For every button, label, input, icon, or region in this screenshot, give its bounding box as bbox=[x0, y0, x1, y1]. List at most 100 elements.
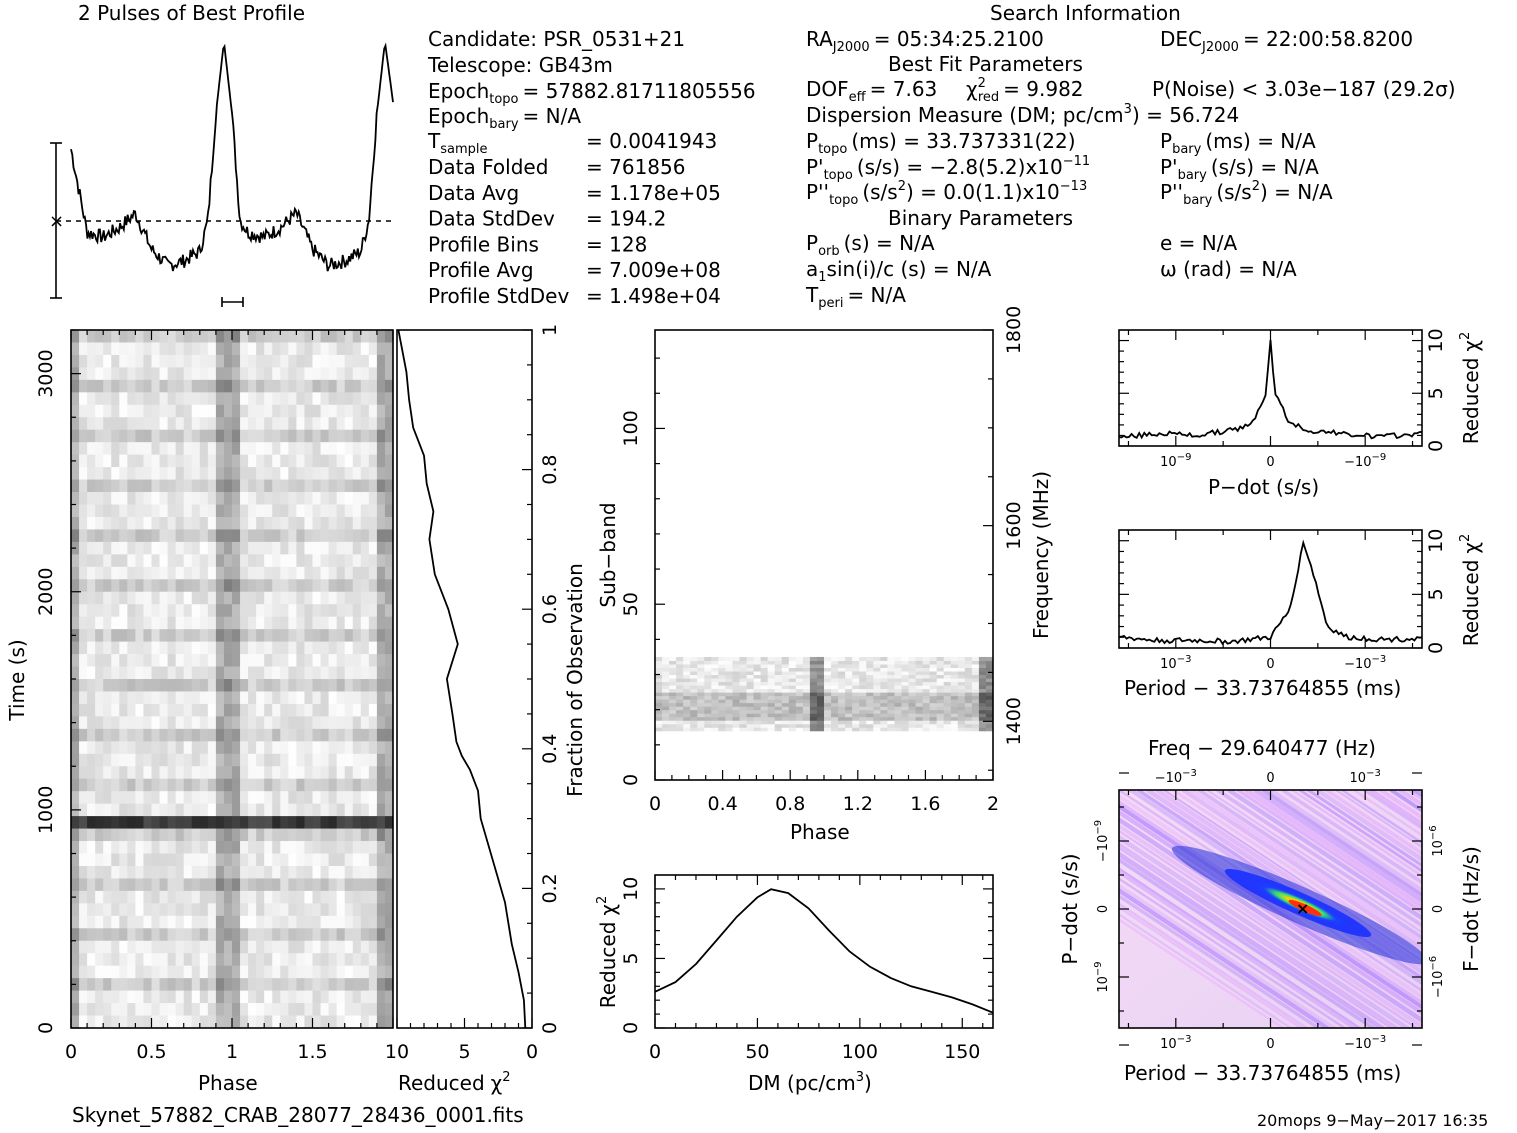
best-fit-marker: × bbox=[1296, 899, 1309, 918]
pnoise-line: P(Noise) < 3.03e−187 (29.2σ) bbox=[1152, 77, 1456, 101]
time-tick-label: 1000 bbox=[35, 786, 57, 834]
subband-phase-tick-label: 0.4 bbox=[707, 793, 737, 815]
stat-label: Profile StdDev bbox=[428, 284, 569, 308]
subband-tick-label: 0 bbox=[620, 774, 642, 786]
p-pdot-image bbox=[1119, 790, 1422, 1028]
redchi-tick-label: 5 bbox=[458, 1041, 470, 1063]
freq-axis-title: Freq − 29.640477 (Hz) bbox=[1148, 736, 1376, 760]
frequency-tick-label: 1800 bbox=[1003, 306, 1025, 354]
stat-value: = 1.178e+05 bbox=[586, 181, 721, 205]
freq-tick-label: 0 bbox=[1266, 771, 1274, 786]
dm-redchi-tick-label: 10 bbox=[620, 877, 642, 901]
p-pdot-ticks bbox=[1119, 772, 1422, 1046]
pdot-ytick-label: 0 bbox=[1425, 440, 1447, 452]
period-tick-labels: 0 5 10 10−3 0 −10−3 bbox=[1160, 529, 1447, 672]
phase-tick-labels: 0 0.5 1 1.5 bbox=[65, 1041, 328, 1063]
dm-tick-labels: 0 50 100 150 bbox=[649, 1041, 980, 1063]
dm-tick-label: 0 bbox=[649, 1041, 661, 1063]
fraction-tick-label: 0.2 bbox=[539, 873, 561, 903]
p-pdot-tick-labels: 10−3 0 −10−3 −10−3 0 10−3 −10−9 0 10−9 10−6 0 −10−6 bbox=[1093, 768, 1446, 1052]
stat-value: = 128 bbox=[586, 232, 647, 256]
epoch-topo-line: Epochtopo = 57882.81711805556 bbox=[428, 79, 756, 107]
dm-ticks bbox=[654, 875, 993, 1029]
frequency-tick-labels: 1400 1600 1800 bbox=[1003, 306, 1025, 746]
fraction-tick-labels: 0 0.2 0.4 0.6 0.8 1 bbox=[539, 324, 561, 1034]
best-fit-title: Best Fit Parameters bbox=[888, 52, 1083, 76]
time-phase-plot: 0 0.5 1 1.5 0 1000 2000 3000 Phase Time (s) bbox=[5, 329, 394, 1095]
pddot-topo-line: P''topo (s/s2) = 0.0(1.1)x10−13 bbox=[806, 179, 1087, 208]
stat-label: Data StdDev bbox=[428, 207, 555, 231]
phase-tick-label: 0.5 bbox=[136, 1041, 166, 1063]
fraction-tick-label: 0.4 bbox=[539, 734, 561, 764]
time-axis-label: Time (s) bbox=[5, 639, 29, 721]
subband-ticks bbox=[654, 329, 994, 781]
profile-plot: × bbox=[49, 42, 396, 307]
filename: Skynet_57882_CRAB_28077_28436_0001.fits bbox=[72, 1103, 524, 1127]
pp-period-axis-label: Period − 33.73764855 (ms) bbox=[1124, 1061, 1401, 1085]
search-info-title: Search Information bbox=[990, 1, 1181, 25]
period-redchi-axis-label: Reducedχ2 bbox=[1458, 534, 1483, 647]
dm-tick-label: 150 bbox=[944, 1041, 980, 1063]
profile-curve bbox=[70, 42, 394, 272]
dm-tick-label: 100 bbox=[842, 1041, 878, 1063]
stat-value: = 7.009e+08 bbox=[586, 258, 721, 282]
stat-value: = 194.2 bbox=[586, 207, 666, 231]
dm-tick-label: 50 bbox=[745, 1041, 769, 1063]
pddot-bary-line: P''bary (s/s2) = N/A bbox=[1160, 179, 1333, 208]
phase-axis-label: Phase bbox=[198, 1071, 258, 1095]
time-tick-label: 0 bbox=[35, 1022, 57, 1034]
phase-tick-label: 1 bbox=[226, 1041, 238, 1063]
frequency-axis-label: Frequency (MHz) bbox=[1029, 471, 1053, 639]
pp-xtick-label: 0 bbox=[1266, 1037, 1274, 1052]
time-tick-label: 2000 bbox=[35, 568, 57, 616]
period-xtick-label: 10−3 bbox=[1160, 654, 1191, 672]
stat-label: Profile Avg bbox=[428, 258, 534, 282]
fdot-tick-label: −10−6 bbox=[1428, 956, 1446, 998]
subband-phase-tick-label: 1.6 bbox=[910, 793, 940, 815]
ptopo-line: Ptopo (ms) = 33.737331(22) bbox=[806, 129, 1076, 157]
pdot-ytick-label: 10 bbox=[1425, 328, 1447, 352]
subband-phase-tick-label: 0 bbox=[649, 793, 661, 815]
pdot-curve bbox=[1118, 339, 1423, 440]
porb-line: Porb (s) = N/A bbox=[806, 231, 935, 259]
tperi-line: Tperi = N/A bbox=[805, 283, 906, 311]
subband-tick-label: 100 bbox=[620, 410, 642, 446]
pdot-ytick-label: 5 bbox=[1425, 387, 1447, 399]
pdot-xtick-label: 10−9 bbox=[1160, 452, 1191, 470]
freq-tick-label: −10−3 bbox=[1155, 768, 1197, 786]
tsample-line: Tsample bbox=[427, 129, 487, 157]
ra-line: RAJ2000 = 05:34:25.2100 bbox=[806, 27, 1044, 55]
timestamp: 20mops 9−May−2017 16:35 bbox=[1257, 1111, 1488, 1130]
dec-line: DECJ2000 = 22:00:58.8200 bbox=[1160, 27, 1413, 55]
dof-line: DOFeff = 7.63 bbox=[806, 77, 937, 105]
period-xtick-label: −10−3 bbox=[1344, 654, 1386, 672]
fdot-tick-label: 10−6 bbox=[1428, 825, 1446, 856]
subband-axis-label: Sub−band bbox=[596, 502, 620, 607]
stat-label: Data Avg bbox=[428, 181, 519, 205]
search-info: RAJ2000 = 05:34:25.2100 DECJ2000 = 22:00:5… bbox=[805, 27, 1456, 311]
time-phase-ticks bbox=[70, 329, 394, 1029]
dm-redchi-axis-label: Reducedχ2 bbox=[595, 896, 620, 1009]
stats-list: Data Folded = 761856 Data Avg = 1.178e+05 Da… bbox=[428, 155, 721, 308]
period-ticks bbox=[1119, 530, 1422, 649]
time-tick-labels: 0 1000 2000 3000 bbox=[35, 349, 57, 1034]
pdot-plot: 0 5 10 10−9 0 −10−9 P−dot (s/s) Reducedχ2 bbox=[1118, 328, 1483, 499]
pdot-xtick-label: 0 bbox=[1266, 455, 1274, 470]
time-tick-label: 3000 bbox=[35, 349, 57, 397]
redchi-tick-label: 10 bbox=[385, 1041, 409, 1063]
p-pdot-plot: Freq − 29.640477 (Hz) × 10−3 0 −10−3 −10−3 0… bbox=[1058, 736, 1483, 1085]
epoch-bary-line: Epochbary = N/A bbox=[428, 104, 581, 132]
subband-phase-plot: 0 0.4 0.8 1.2 1.6 2 0 50 100 1400 1600 1800 Phase… bbox=[596, 306, 1053, 844]
period-curve bbox=[1118, 539, 1423, 646]
pdot-redchi-axis-label: Reducedχ2 bbox=[1458, 332, 1483, 445]
candidate-line: Candidate: PSR_0531+21 bbox=[428, 27, 685, 51]
pp-pdot-tick-label: 10−9 bbox=[1093, 961, 1111, 992]
subband-phase-image bbox=[655, 656, 994, 732]
stat-label: Data Folded bbox=[428, 155, 548, 179]
pdot-ticks bbox=[1119, 330, 1422, 447]
ecc-line: e = N/A bbox=[1160, 231, 1237, 255]
dm-frame bbox=[654, 874, 994, 1029]
frequency-tick-label: 1600 bbox=[1003, 501, 1025, 549]
chi-line: χ2 red = 9.982 bbox=[966, 76, 1084, 105]
